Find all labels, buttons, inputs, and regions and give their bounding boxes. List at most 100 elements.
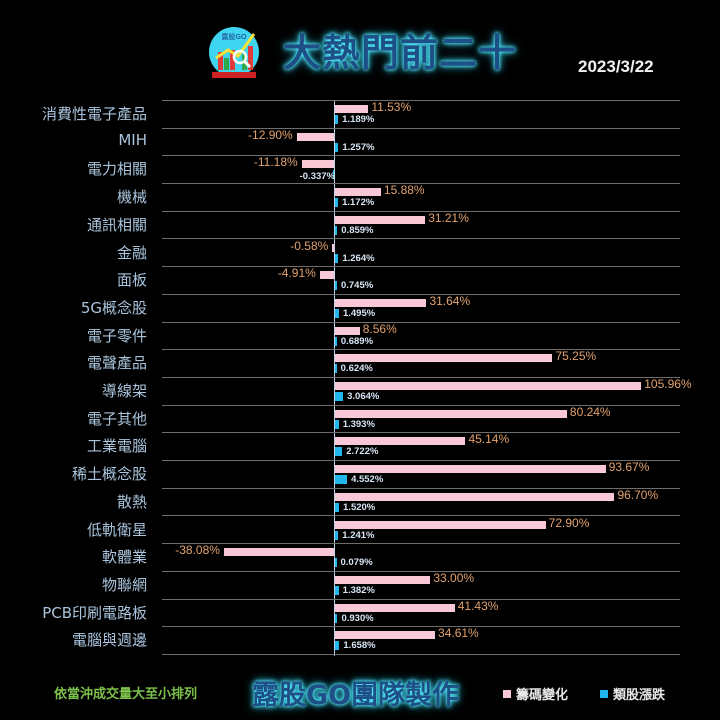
chip-change-bar <box>335 298 427 307</box>
sector-change-bar <box>335 336 337 346</box>
category-label: 金融 <box>116 243 147 262</box>
svg-text:露股GO: 露股GO <box>222 33 247 41</box>
brand-credit: 露股GO團隊製作 <box>252 680 460 711</box>
chip-change-bar <box>296 132 334 141</box>
sector-change-bar <box>335 364 337 374</box>
chip-change-label: -0.58% <box>290 238 329 253</box>
chip-change-bar <box>335 465 606 474</box>
chip-change-label: 31.64% <box>429 293 471 308</box>
sector-change-bar <box>335 613 338 623</box>
chart-row: 散熱 96.70% 1.520% <box>0 488 720 517</box>
gridline <box>162 155 680 157</box>
gridline <box>162 127 680 129</box>
chip-change-label: 33.00% <box>433 570 475 585</box>
page-title: 大熱門前二十 <box>283 30 518 75</box>
gridline <box>162 266 680 268</box>
chart-row: 稀土概念股 93.67% 4.552% <box>0 460 720 489</box>
sector-change-label: 0.689% <box>340 335 374 347</box>
sector-change-label: 0.745% <box>340 280 374 292</box>
chart-row: MIH -12.90% 1.257% <box>0 127 720 157</box>
sector-change-label: 1.189% <box>342 114 375 125</box>
sector-change-bar <box>335 115 339 124</box>
chip-change-label: -4.91% <box>277 266 316 281</box>
sector-change-label: 0.624% <box>340 363 373 375</box>
chip-change-bar <box>335 409 567 418</box>
sector-change-bar <box>335 558 337 568</box>
category-label: 軟體業 <box>101 548 147 567</box>
legend-swatch-blue <box>600 689 608 698</box>
sector-change-label: 1.658% <box>343 640 376 652</box>
gridline <box>162 293 680 295</box>
chart-row: 機械 15.88% 1.172% <box>0 183 720 212</box>
chip-change-bar <box>335 631 436 640</box>
gridline <box>162 238 680 240</box>
bar-chart: 消費性電子產品 11.53% 1.189% MIH -12.90% 1.257% 電力相關 -… <box>0 100 720 656</box>
chip-change-label: 45.14% <box>468 432 510 447</box>
category-label: 電子其他 <box>86 409 147 428</box>
chip-change-label: 75.25% <box>555 349 597 364</box>
chip-change-bar <box>301 160 334 169</box>
chart-row: 導線架 105.96% 3.064% <box>0 377 720 406</box>
sector-change-label: 0.859% <box>341 224 374 236</box>
chart-row: 電腦與週邊 34.61% 1.658% <box>0 626 720 655</box>
category-label: 5G概念股 <box>80 298 147 317</box>
chip-change-label: 72.90% <box>548 515 590 530</box>
chip-change-bar <box>332 243 334 252</box>
chart-date: 2023/3/22 <box>578 57 654 76</box>
chip-change-label: 105.96% <box>644 377 692 391</box>
zero-axis <box>334 100 335 656</box>
category-label: 導線架 <box>101 382 147 400</box>
chart-row: 低軌衛星 72.90% 1.241% <box>0 515 720 545</box>
chip-change-label: 80.24% <box>569 404 611 419</box>
category-label: 通訊相關 <box>86 215 147 234</box>
gridline <box>162 487 680 489</box>
sector-change-label: 1.241% <box>342 529 375 541</box>
gridline <box>162 543 680 545</box>
category-label: 電子零件 <box>86 326 147 345</box>
gridline <box>162 460 680 462</box>
sector-change-label: 4.552% <box>351 474 384 486</box>
chip-change-bar <box>335 437 466 446</box>
chart-row: 金融 -0.58% 1.264% <box>0 238 720 268</box>
gridline <box>162 349 680 351</box>
chip-change-label: -12.90% <box>248 127 293 142</box>
chart-row: 電子零件 8.56% 0.689% <box>0 322 720 351</box>
category-label: 電聲產品 <box>86 354 147 373</box>
sector-change-bar <box>335 392 344 401</box>
legend-item-chips: 籌碼變化 <box>503 684 568 703</box>
gridline <box>162 183 680 185</box>
category-label: 電腦與週邊 <box>71 631 147 650</box>
gridline <box>162 570 680 572</box>
chart-row: 電力相關 -11.18% -0.337% <box>0 155 720 185</box>
chip-change-bar <box>335 575 431 584</box>
chip-change-bar <box>335 382 642 390</box>
gridline <box>162 626 680 628</box>
sector-change-label: 1.264% <box>342 252 375 264</box>
sector-change-bar <box>335 308 339 318</box>
gridline <box>162 432 680 434</box>
gridline <box>162 376 680 378</box>
chip-change-bar <box>319 271 334 280</box>
chart-row: 電子其他 80.24% 1.393% <box>0 404 720 434</box>
chart-row: 電聲產品 75.25% 0.624% <box>0 349 720 378</box>
chip-change-bar <box>335 326 360 335</box>
sector-change-bar <box>335 419 339 429</box>
chip-change-bar <box>335 603 455 612</box>
sector-change-bar <box>335 253 339 263</box>
chip-change-bar <box>223 548 334 557</box>
chip-change-label: -38.08% <box>175 543 220 558</box>
sector-change-label: 1.257% <box>342 141 375 153</box>
sector-change-label: 2.722% <box>346 446 379 458</box>
gridline <box>162 404 680 406</box>
chart-row: 消費性電子產品 11.53% 1.189% <box>0 100 720 129</box>
chip-change-label: 93.67% <box>608 460 650 475</box>
sector-change-bar <box>335 198 339 208</box>
legend-label: 籌碼變化 <box>516 688 569 703</box>
chart-row: 工業電腦 45.14% 2.722% <box>0 432 720 462</box>
chip-change-bar <box>335 188 381 197</box>
category-label: 電力相關 <box>86 160 147 179</box>
gridline <box>162 653 680 655</box>
sector-change-bar <box>335 447 343 457</box>
chip-change-label: 15.88% <box>383 183 425 198</box>
chart-row: 面板 -4.91% 0.745% <box>0 266 720 295</box>
